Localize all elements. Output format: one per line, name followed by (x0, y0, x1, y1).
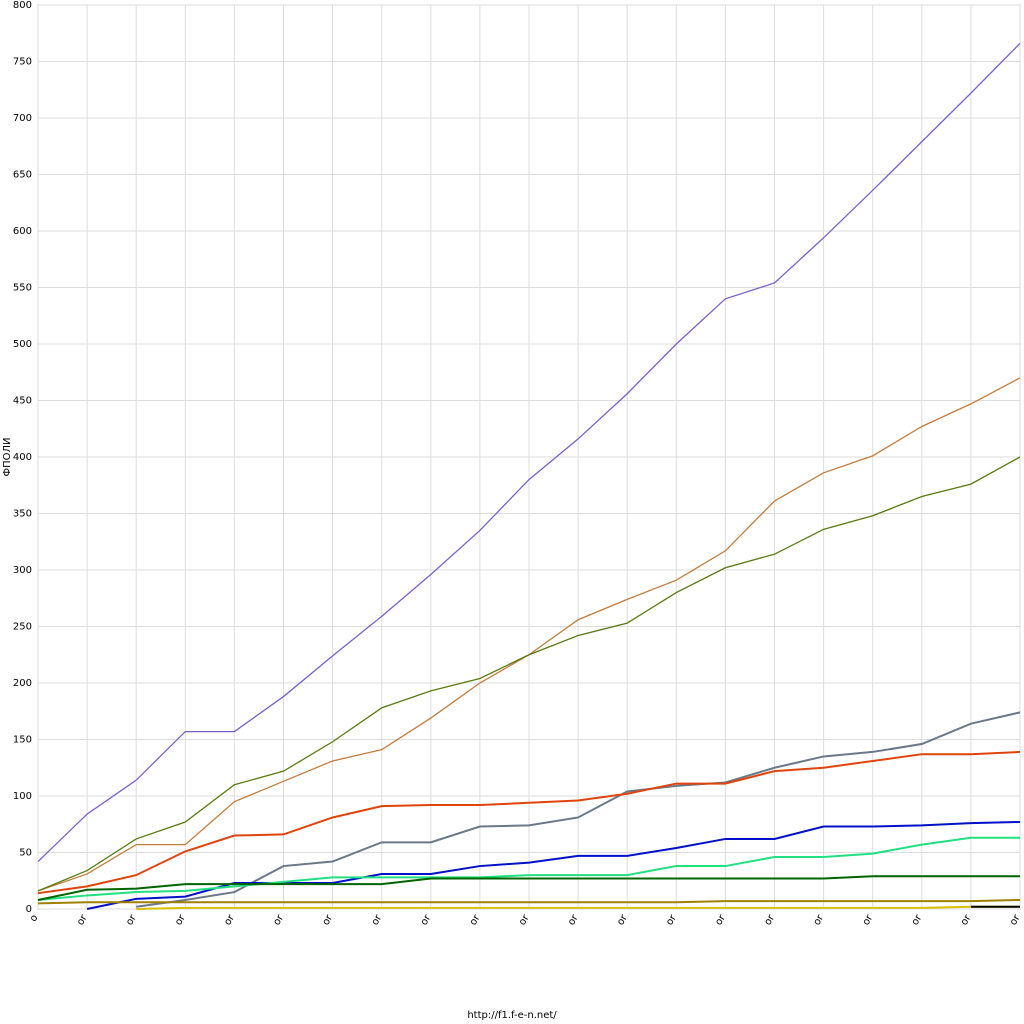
x-tick-label: or (370, 912, 385, 927)
y-tick-label: 250 (13, 622, 32, 633)
series-line (37, 456, 1021, 892)
y-axis-label: ФПОЛИ (2, 438, 13, 477)
x-tick-label: or (959, 912, 974, 927)
x-tick-label: or (517, 912, 532, 927)
y-tick-label: 400 (13, 452, 32, 463)
x-tick-label: or (75, 912, 90, 927)
x-tick-label: or (271, 912, 286, 927)
x-tick-label: or (321, 912, 336, 927)
y-tick-label: 800 (13, 0, 32, 11)
x-tick-label: or (861, 912, 876, 927)
x-tick-label: or (762, 912, 777, 927)
y-tick-label: 600 (13, 226, 32, 237)
x-tick-label: or (124, 912, 139, 927)
series-line (86, 820, 1021, 910)
x-tick-label: or (664, 912, 679, 927)
y-tick-label: 500 (13, 339, 32, 350)
x-tick-label: or (713, 912, 728, 927)
x-tick-label: or (1008, 912, 1023, 927)
y-tick-label: 350 (13, 509, 32, 520)
series-line (37, 750, 1021, 895)
footer: http://f1.f-e-n.net/ (467, 1010, 557, 1021)
series-line (136, 711, 1021, 908)
y-tick-label: 450 (13, 396, 32, 407)
y-tick-label: 550 (13, 283, 32, 294)
y-tick-label: 150 (13, 735, 32, 746)
series-line (37, 836, 1020, 901)
x-tick-label: or (419, 912, 434, 927)
x-tick-label: or (222, 912, 237, 927)
x-tick-label: or (173, 912, 188, 927)
series-line (37, 42, 1021, 863)
y-tick-label: 700 (13, 113, 32, 124)
y-tick-label: 650 (13, 170, 32, 181)
series-line (37, 898, 1021, 905)
y-tick-label: 200 (13, 678, 32, 689)
series-line (37, 875, 1020, 901)
y-tick-label: 0 (26, 904, 32, 915)
x-tick-label: or (615, 912, 630, 927)
x-tick-label: o (28, 913, 41, 924)
y-tick-label: 100 (13, 791, 32, 802)
y-tick-label: 750 (13, 57, 32, 68)
x-tick-label: or (812, 912, 827, 927)
series-line (136, 905, 1020, 910)
y-tick-label: 300 (13, 565, 32, 576)
x-tick-label: or (468, 912, 483, 927)
x-tick-label: or (566, 912, 581, 927)
x-tick-label: or (910, 912, 925, 927)
y-tick-label: 50 (19, 848, 32, 859)
